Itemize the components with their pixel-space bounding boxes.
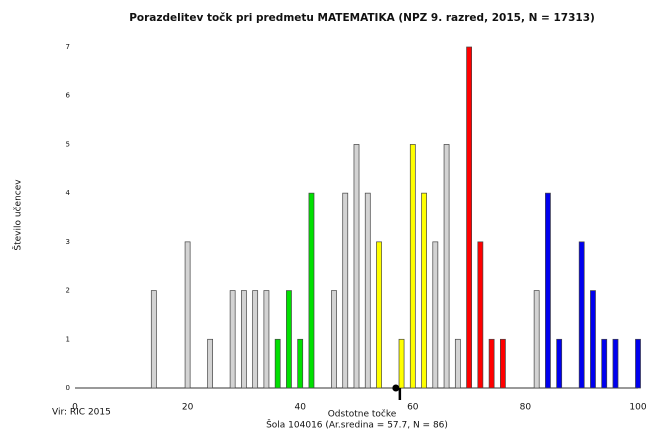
y-axis-label: Število učencev [12,179,24,251]
bar [488,338,495,389]
y-tick-label: 3 [66,238,70,246]
bar [297,338,304,389]
x-tick-label: 60 [407,403,419,413]
bar [274,338,281,389]
y-tick-label: 0 [66,384,70,392]
bar [545,192,551,389]
bar [635,338,641,389]
bar [353,144,360,389]
bar [150,290,157,389]
bar [601,338,608,389]
bar [376,241,382,389]
x-tick-label: 40 [294,403,306,413]
bar [207,338,214,389]
y-tick-label: 1 [66,335,70,343]
bar [556,338,563,389]
bar [342,192,349,389]
bar [477,241,484,389]
bar [590,290,596,389]
bar [612,338,619,389]
bar [432,241,439,389]
x-tick-label: 20 [182,403,194,413]
bar [241,290,247,389]
bar [443,144,450,389]
bar [229,290,236,389]
bar [308,192,315,389]
bar [421,192,427,389]
x-tick-label: 0 [72,403,78,413]
bar [398,338,405,389]
bar [578,241,585,389]
bar [331,290,337,389]
subtitle: Šola 104016 (Ar.sredina = 57.7, N = 86) [266,419,448,430]
bar [263,290,270,389]
bar [454,338,461,389]
bar [364,192,371,389]
y-tick-label: 4 [66,189,71,197]
x-tick-label: 80 [520,403,532,413]
y-tick-label: 5 [66,140,70,148]
bar [184,241,191,389]
y-tick-label: 7 [66,43,70,51]
chart-title: Porazdelitev točk pri predmetu MATEMATIK… [129,12,595,24]
bar [252,290,259,389]
bar [286,290,292,389]
bar [499,338,506,389]
mean-marker-dot [392,384,400,392]
bar [533,290,540,389]
x-tick-label: 100 [629,403,646,413]
y-tick-label: 6 [66,92,71,100]
bar [466,46,472,389]
bar [409,144,416,389]
x-axis-label: Odstotne točke [328,409,397,420]
source: Vir: RIC 2015 [52,408,111,418]
y-tick-label: 2 [66,287,70,295]
